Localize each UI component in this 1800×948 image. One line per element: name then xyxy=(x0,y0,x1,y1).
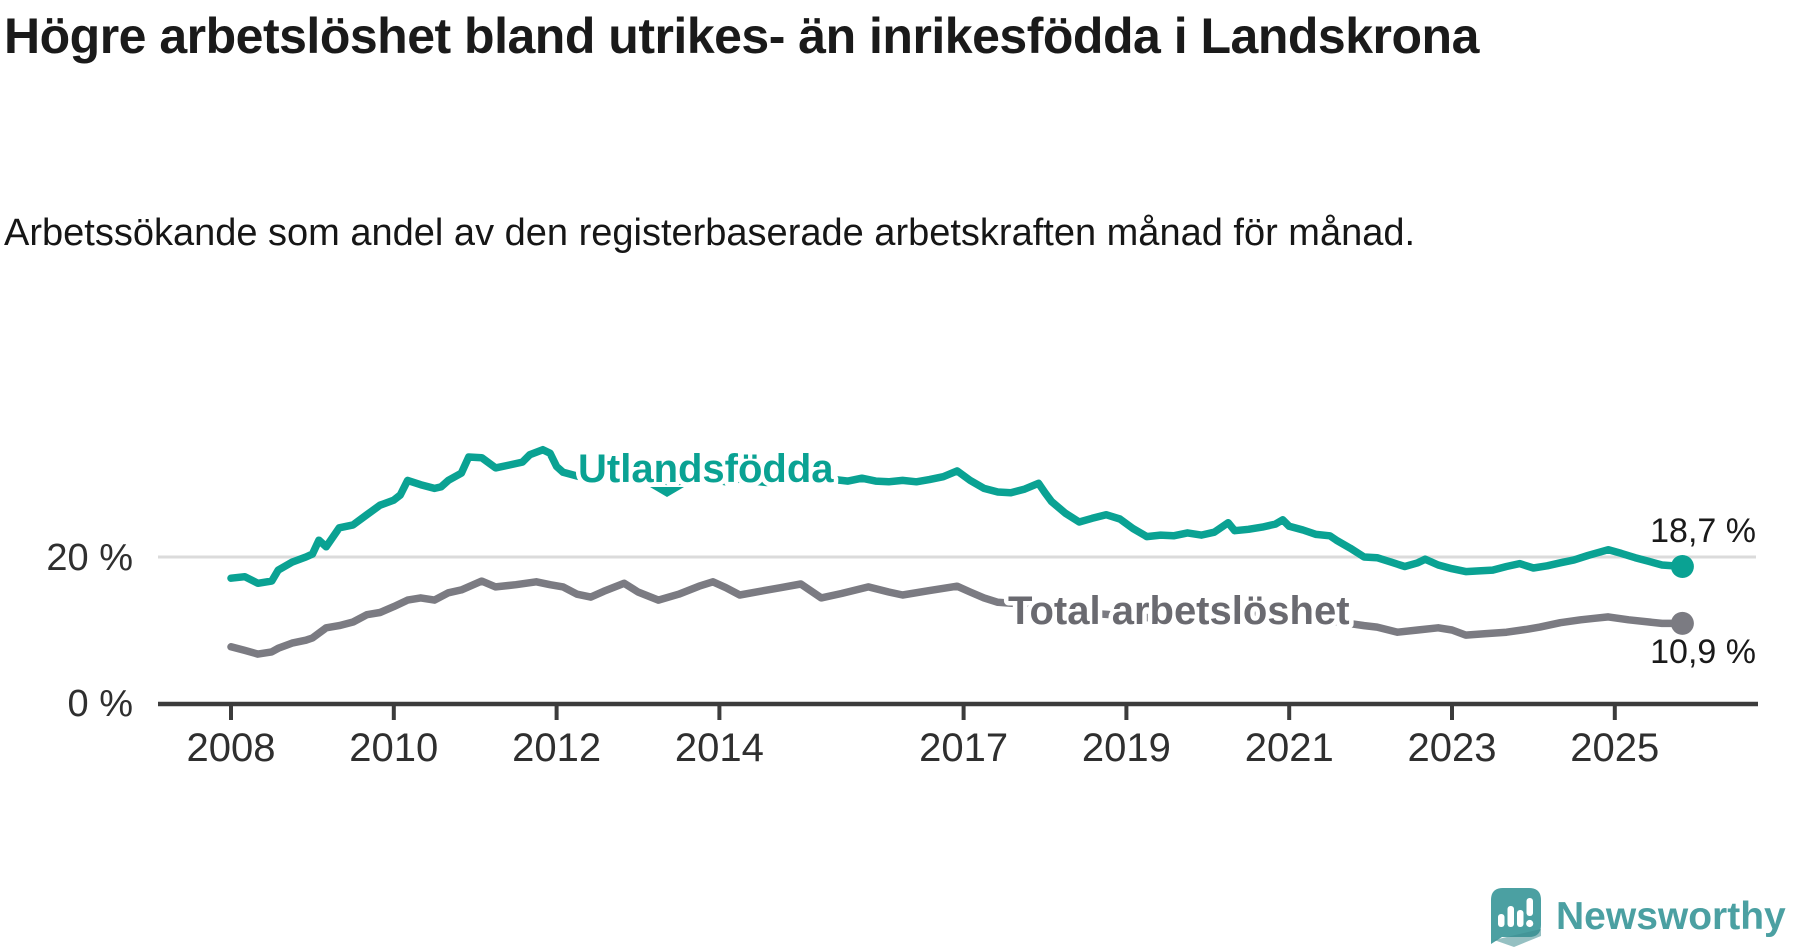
logo-bar-3-icon xyxy=(1517,910,1524,927)
logo-exclamation-bar-icon xyxy=(1526,898,1533,916)
x-tick-label-2021: 2021 xyxy=(1245,726,1334,770)
end-value-utlandsfodda: 18,7 % xyxy=(1650,512,1756,550)
x-tick-label-2019: 2019 xyxy=(1082,726,1171,770)
y-axis-label-20: 20 % xyxy=(46,537,133,579)
page-subtitle: Arbetssökande som andel av den registerb… xyxy=(4,212,1416,254)
newsworthy-wordmark: Newsworthy xyxy=(1556,895,1786,938)
logo-exclamation-dot-icon xyxy=(1526,919,1534,928)
newsworthy-logo: Newsworthy xyxy=(1491,888,1786,947)
end-dot-total xyxy=(1670,611,1694,635)
series-label-total-arbetsloshet: Total arbetslöshet xyxy=(1008,589,1350,633)
label-pointer-triangle-icon xyxy=(650,487,684,497)
x-tick-label-2012: 2012 xyxy=(512,726,601,770)
x-tick-label-2023: 2023 xyxy=(1408,726,1497,770)
end-dot-utlandsfodda xyxy=(1670,555,1694,578)
logo-pin-shadow xyxy=(1494,929,1541,947)
end-value-total: 10,9 % xyxy=(1650,633,1756,671)
x-tick-label-2014: 2014 xyxy=(675,726,764,770)
x-tick-label-2008: 2008 xyxy=(187,726,276,770)
y-axis-label-0: 0 % xyxy=(68,683,133,725)
logo-bar-1-icon xyxy=(1498,914,1505,927)
page-title: Högre arbetslöshet bland utrikes- än inr… xyxy=(4,8,1479,64)
logo-bar-2-icon xyxy=(1507,906,1514,927)
line-utlandsfodda xyxy=(227,445,1687,588)
x-axis-ticks: 2008 2010 2012 2014 2017 2019 2021 2023 2025 xyxy=(187,704,1659,770)
series-label-utlandsfodda: Utlandsfödda xyxy=(578,447,834,491)
x-tick-label-2010: 2010 xyxy=(349,726,438,770)
x-tick-label-2025: 2025 xyxy=(1570,726,1659,770)
x-tick-label-2017: 2017 xyxy=(919,726,1008,770)
line-total-arbetsloshet xyxy=(227,577,1687,658)
